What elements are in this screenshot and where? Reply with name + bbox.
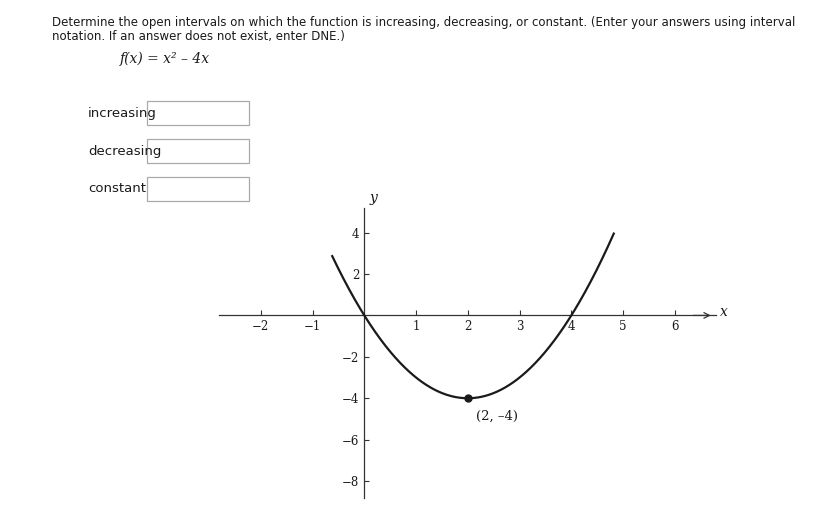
Text: (2, –4): (2, –4) xyxy=(475,409,517,423)
Text: y: y xyxy=(369,191,377,205)
FancyBboxPatch shape xyxy=(147,139,249,163)
FancyBboxPatch shape xyxy=(147,101,249,125)
Text: constant: constant xyxy=(88,183,146,195)
FancyBboxPatch shape xyxy=(147,177,249,201)
Text: decreasing: decreasing xyxy=(88,145,161,157)
Text: f(x) = x² – 4x: f(x) = x² – 4x xyxy=(120,52,210,66)
Text: notation. If an answer does not exist, enter DNE.): notation. If an answer does not exist, e… xyxy=(52,30,345,43)
Text: Determine the open intervals on which the function is increasing, decreasing, or: Determine the open intervals on which th… xyxy=(52,16,795,29)
Text: x: x xyxy=(719,305,728,319)
Text: increasing: increasing xyxy=(88,107,156,120)
